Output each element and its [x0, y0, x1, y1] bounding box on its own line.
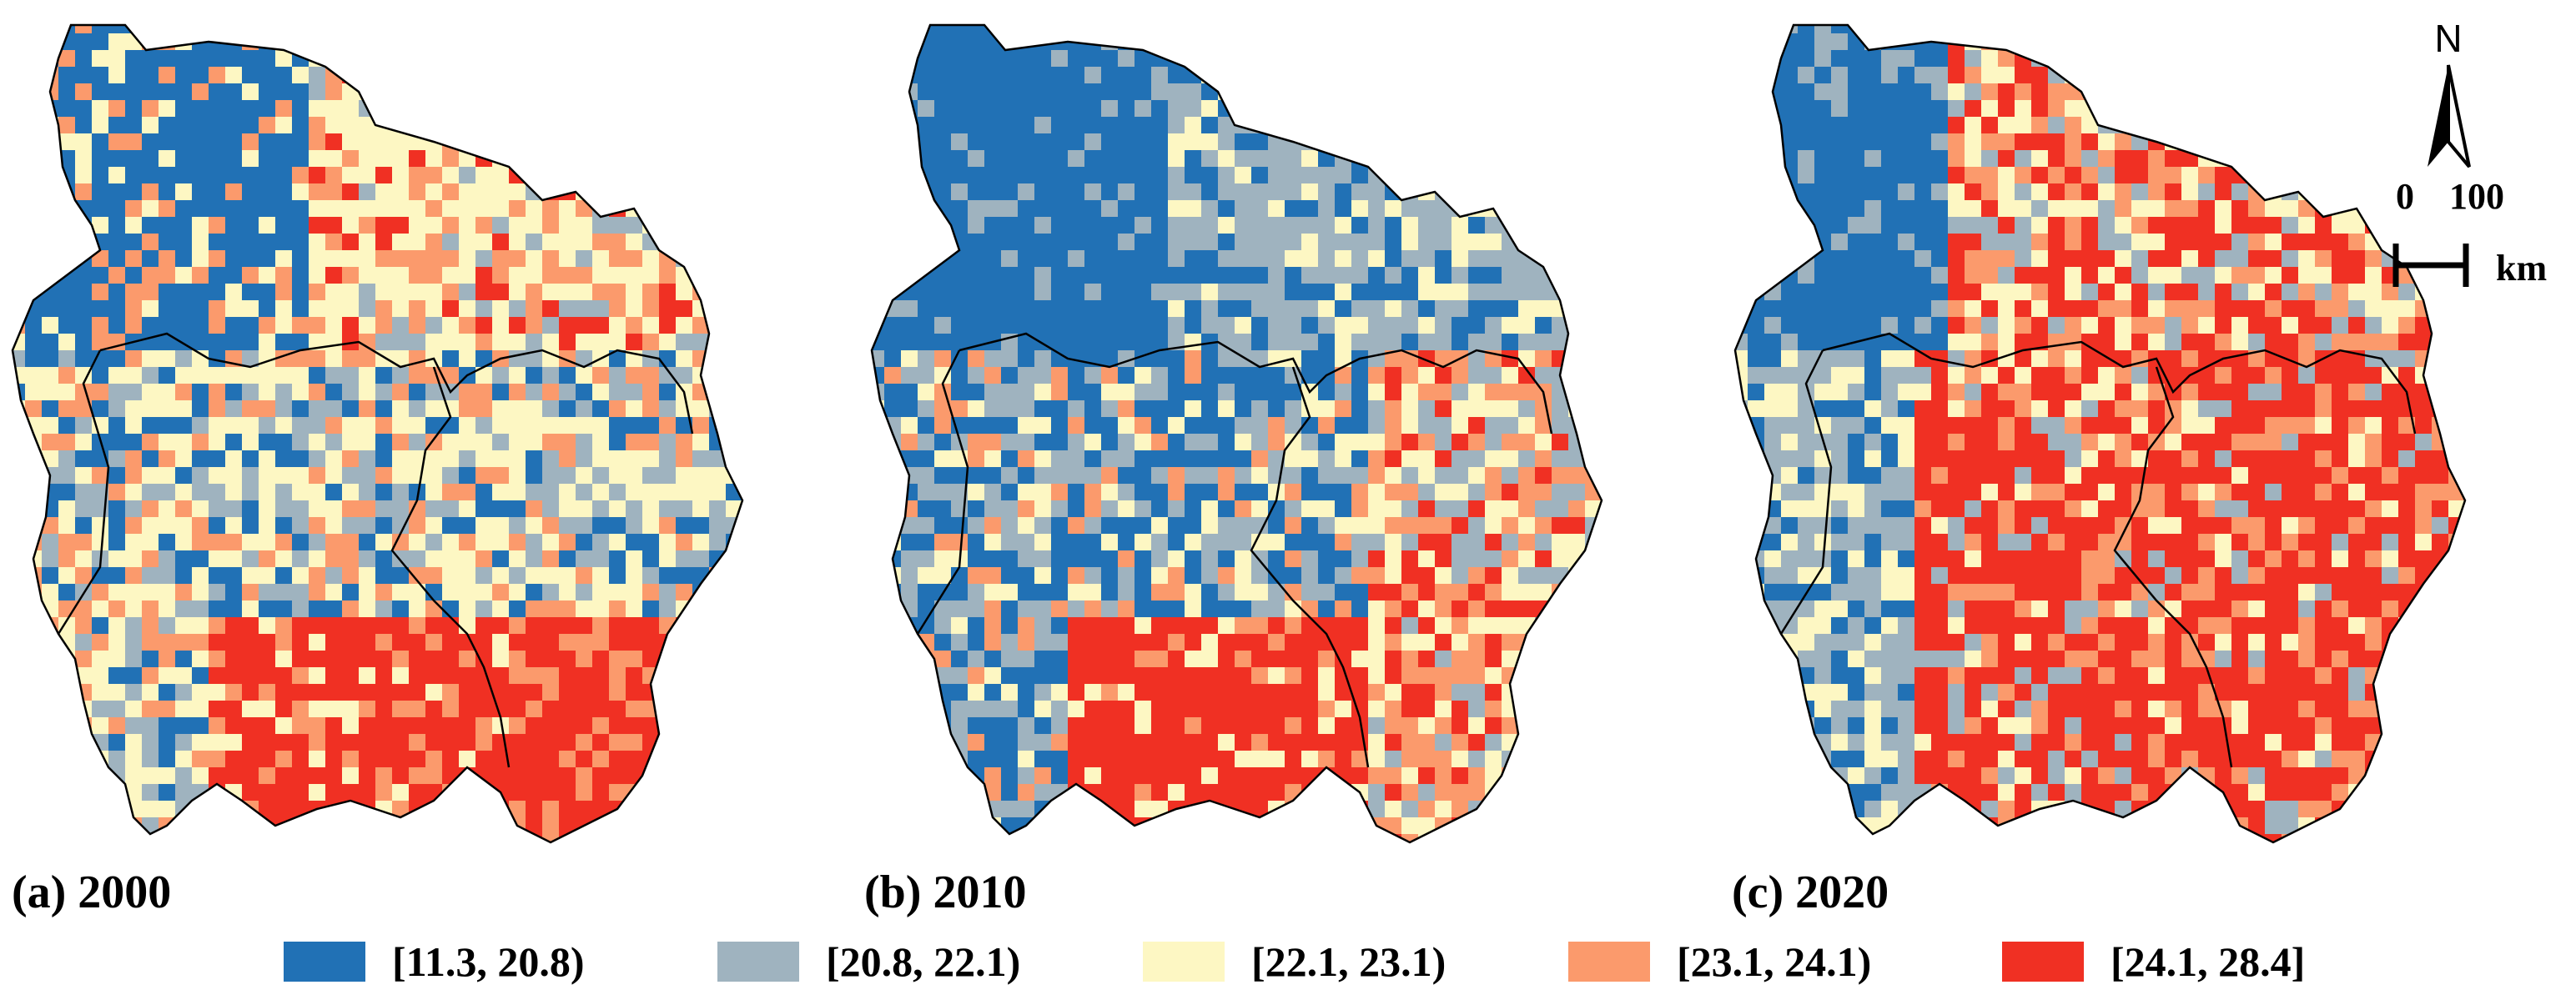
legend-label-3: [22.1, 23.1) [1251, 938, 1446, 985]
province-boundary [1250, 366, 1370, 768]
legend-label-2: [20.8, 22.1) [826, 938, 1021, 985]
legend-swatch-1 [284, 942, 365, 982]
province-boundary [2113, 366, 2233, 768]
scale-unit: km [2496, 248, 2548, 289]
panel-label-a: (a) 2000 [12, 867, 172, 918]
legend-item-2: [20.8, 22.1) [717, 932, 1020, 991]
legend: [11.3, 20.8) [20.8, 22.1) [22.1, 23.1) [… [284, 932, 2336, 991]
panel-label-b: (b) 2010 [864, 867, 1027, 918]
province-boundary [57, 349, 110, 635]
legend-item-4: [23.1, 24.1) [1568, 932, 1871, 991]
raster-cells [872, 25, 1602, 842]
raster-cells [1735, 25, 2465, 842]
province-boundary [99, 332, 694, 435]
map-2000 [11, 23, 744, 844]
panel-label-c: (c) 2020 [1732, 867, 1889, 918]
legend-label-5: [24.1, 28.4] [2111, 938, 2306, 985]
legend-item-5: [24.1, 28.4] [2002, 932, 2305, 991]
region-outline [870, 23, 1603, 844]
map-2010 [870, 23, 1603, 844]
map-2020 [1733, 23, 2467, 844]
legend-swatch-2 [717, 942, 799, 982]
province-boundary [390, 366, 511, 768]
north-label: N [2434, 17, 2462, 60]
legend-label-4: [23.1, 24.1) [1677, 938, 1872, 985]
legend-label-1: [11.3, 20.8) [392, 938, 585, 985]
map-panel-2020 [1723, 0, 2576, 884]
province-boundary [958, 332, 1553, 435]
legend-swatch-3 [1143, 942, 1225, 982]
scale-start: 0 [2396, 176, 2414, 217]
province-boundary [1779, 349, 1833, 635]
map-panel-2000 [0, 0, 868, 884]
legend-item-3: [22.1, 23.1) [1143, 932, 1446, 991]
north-arrow-icon: N [2402, 17, 2494, 183]
legend-swatch-5 [2002, 942, 2084, 982]
scale-end: 100 [2449, 176, 2504, 217]
region-outline [1733, 23, 2467, 844]
raster-cells [13, 25, 742, 842]
scale-bar: 0 100 km [2386, 175, 2569, 300]
legend-swatch-4 [1568, 942, 1650, 982]
map-panel-2010 [859, 0, 1727, 884]
province-boundary [916, 349, 969, 635]
province-boundary [1822, 332, 2417, 435]
legend-item-1: [11.3, 20.8) [284, 932, 585, 991]
region-outline [11, 23, 744, 844]
scale-bar-line [2392, 244, 2469, 287]
